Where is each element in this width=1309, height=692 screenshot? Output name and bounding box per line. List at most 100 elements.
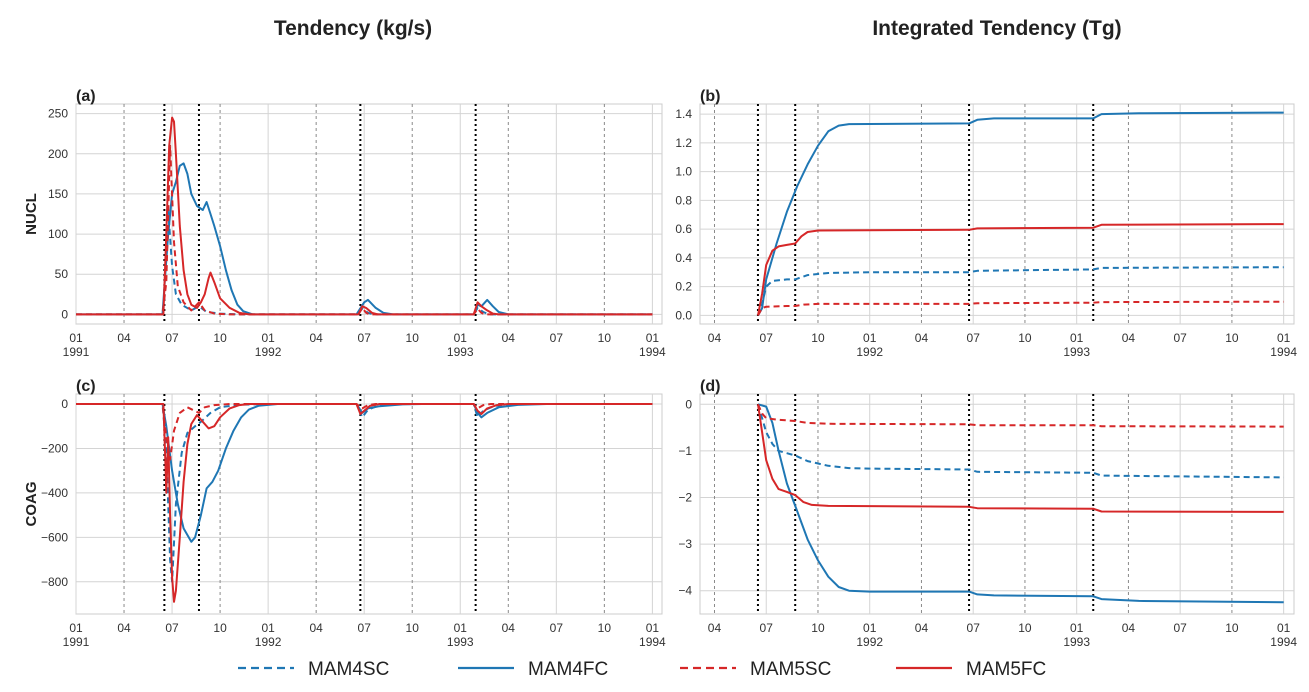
y-tick-label: −200 <box>41 441 68 455</box>
x-tick-label: 10 <box>811 331 825 345</box>
x-tick-label: 07 <box>165 621 179 635</box>
y-tick-label: −1 <box>678 444 692 458</box>
y-tick-label: −600 <box>41 530 68 544</box>
x-tick-label: 07 <box>1173 331 1187 345</box>
series-line-mam5fc <box>757 223 1284 316</box>
x-tick-label: 07 <box>967 331 981 345</box>
x-tick-label: 04 <box>915 331 929 345</box>
x-tick-label: 04 <box>502 331 516 345</box>
y-tick-label: −2 <box>678 490 692 504</box>
legend-label-mam5fc: MAM5FC <box>966 659 1046 680</box>
series-line-mam5sc <box>757 300 1284 316</box>
x-tick-label: 10 <box>213 331 227 345</box>
x-tick-label: 07 <box>550 621 564 635</box>
y-axis-label: NUCL <box>23 193 40 235</box>
x-tick-label: 04 <box>309 621 323 635</box>
x-tick-label: 07 <box>165 331 179 345</box>
x-tick-year-label: 1993 <box>1063 345 1090 359</box>
x-tick-label: 01 <box>1070 621 1084 635</box>
y-tick-label: 1.4 <box>675 107 692 121</box>
x-tick-label: 01 <box>646 331 660 345</box>
series-line-mam5sc <box>757 403 1284 428</box>
y-tick-label: 100 <box>48 227 68 241</box>
x-tick-label: 10 <box>598 621 612 635</box>
x-tick-label: 04 <box>117 621 131 635</box>
panel-label: (d) <box>700 378 720 395</box>
x-tick-year-label: 1992 <box>856 345 883 359</box>
x-tick-year-label: 1992 <box>255 635 282 649</box>
y-tick-label: 0 <box>685 397 692 411</box>
x-tick-label: 04 <box>309 331 323 345</box>
y-tick-label: −4 <box>678 584 692 598</box>
column-title-left: Tendency (kg/s) <box>274 17 432 40</box>
x-tick-label: 10 <box>406 621 420 635</box>
y-axis-label: COAG <box>23 482 40 527</box>
y-tick-label: 0.6 <box>675 222 692 236</box>
series-line-mam4sc <box>757 404 1284 479</box>
x-tick-label: 01 <box>1277 621 1291 635</box>
x-tick-label: 01 <box>863 331 877 345</box>
x-tick-label: 01 <box>1070 331 1084 345</box>
y-tick-label: 0.8 <box>675 193 692 207</box>
y-tick-label: 0.2 <box>675 280 692 294</box>
x-tick-label: 01 <box>69 621 83 635</box>
x-tick-label: 10 <box>1018 621 1032 635</box>
x-tick-label: 10 <box>598 331 612 345</box>
y-tick-label: 50 <box>55 267 69 281</box>
x-tick-label: 07 <box>1173 621 1187 635</box>
x-tick-label: 10 <box>811 621 825 635</box>
x-tick-year-label: 1991 <box>63 635 90 649</box>
y-tick-label: 0 <box>61 397 68 411</box>
x-tick-year-label: 1992 <box>856 635 883 649</box>
x-tick-year-label: 1991 <box>63 345 90 359</box>
panel-label: (b) <box>700 88 720 105</box>
panel-label: (a) <box>76 88 96 105</box>
y-tick-label: 200 <box>48 147 68 161</box>
x-tick-year-label: 1993 <box>447 635 474 649</box>
series-line-mam5sc <box>76 144 653 316</box>
y-tick-label: 150 <box>48 187 68 201</box>
x-tick-label: 10 <box>1225 331 1239 345</box>
series-line-mam4sc <box>757 266 1284 316</box>
x-tick-label: 07 <box>358 621 372 635</box>
x-tick-label: 04 <box>502 621 516 635</box>
x-tick-label: 07 <box>550 331 564 345</box>
x-tick-label: 04 <box>1122 621 1136 635</box>
series-line-mam4fc <box>757 403 1284 604</box>
series-line-mam5fc <box>757 404 1284 513</box>
x-tick-year-label: 1993 <box>1063 635 1090 649</box>
x-tick-label: 01 <box>863 621 877 635</box>
series-line-mam5fc <box>76 116 653 316</box>
x-tick-label: 10 <box>1225 621 1239 635</box>
x-tick-year-label: 1994 <box>639 345 666 359</box>
legend-label-mam5sc: MAM5SC <box>750 659 831 680</box>
series-line-mam4fc <box>76 403 653 543</box>
x-tick-label: 04 <box>708 621 722 635</box>
x-tick-label: 01 <box>454 621 468 635</box>
plot-area <box>699 393 1295 615</box>
legend-label-mam4sc: MAM4SC <box>308 659 389 680</box>
legend-label-mam4fc: MAM4FC <box>528 659 608 680</box>
x-tick-year-label: 1994 <box>639 635 666 649</box>
y-tick-label: 250 <box>48 107 68 121</box>
x-tick-label: 07 <box>358 331 372 345</box>
legend: MAM4SC MAM4FC MAM5SC MAM5FC <box>238 659 1046 680</box>
y-tick-label: 0 <box>61 307 68 321</box>
x-tick-year-label: 1992 <box>255 345 282 359</box>
y-tick-label: 0.0 <box>675 308 692 322</box>
column-title-right: Integrated Tendency (Tg) <box>872 17 1121 40</box>
x-tick-label: 10 <box>406 331 420 345</box>
x-tick-label: 01 <box>261 621 275 635</box>
series-line-mam5fc <box>76 403 653 603</box>
x-tick-label: 10 <box>213 621 227 635</box>
x-tick-label: 04 <box>117 331 131 345</box>
y-tick-label: 1.2 <box>675 136 692 150</box>
x-tick-label: 07 <box>760 621 774 635</box>
x-tick-year-label: 1994 <box>1270 635 1297 649</box>
x-tick-year-label: 1993 <box>447 345 474 359</box>
x-tick-label: 07 <box>967 621 981 635</box>
